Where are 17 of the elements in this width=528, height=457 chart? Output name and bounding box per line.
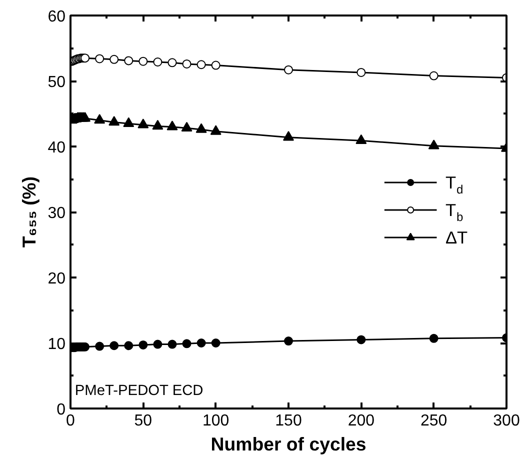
y-tick-label: 20 [48, 270, 66, 288]
x-tick-label: 100 [202, 412, 230, 430]
legend-label: ΔT [445, 228, 468, 248]
y-axis-title: T₆₅₅ (%) [18, 176, 40, 248]
x-tick-label: 300 [493, 412, 520, 430]
annotation: PMeT-PEDOT ECD [74, 382, 204, 399]
x-tick-label: 50 [134, 412, 152, 430]
y-tick-label: 10 [48, 336, 66, 353]
x-tick-label: 150 [275, 412, 302, 430]
y-tick-label: 30 [48, 205, 66, 222]
y-tick-label: 50 [48, 74, 66, 91]
x-tick-label: 200 [348, 412, 375, 430]
y-tick-label: 40 [48, 140, 66, 156]
x-tick-label: 250 [420, 412, 448, 430]
y-tick-label: 60 [48, 8, 66, 26]
x-axis-title: Number of cycles [210, 434, 366, 454]
y-tick-label: 0 [56, 402, 66, 418]
